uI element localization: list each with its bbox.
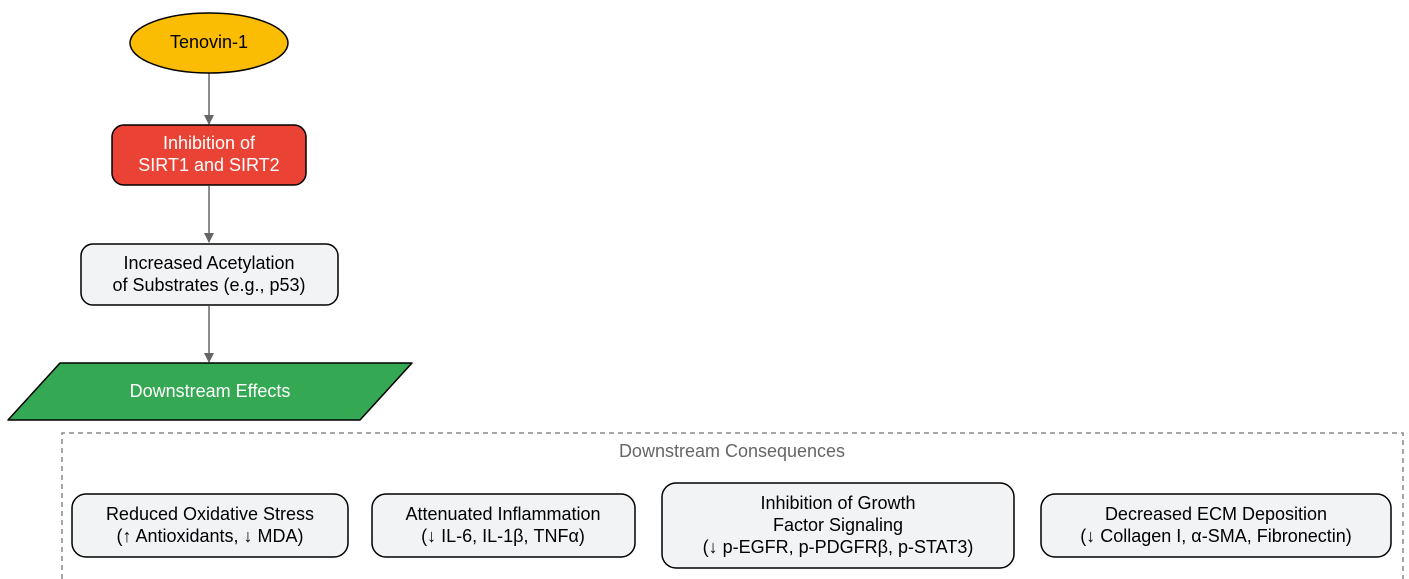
node-label: Increased Acetylation xyxy=(123,253,294,273)
node-label: of Substrates (e.g., p53) xyxy=(112,275,305,295)
node-box xyxy=(80,243,339,306)
node-label: (↓ IL-6, IL-1β, TNFα) xyxy=(421,526,585,546)
node-label: (↑ Antioxidants, ↓ MDA) xyxy=(116,526,303,546)
cluster-border xyxy=(61,432,1404,579)
node-label: (↓ Collagen I, α-SMA, Fibronectin) xyxy=(1080,526,1352,546)
node-box xyxy=(111,124,307,186)
node-parallelogram xyxy=(7,362,413,421)
node-box xyxy=(71,493,349,558)
node-label: Decreased ECM Deposition xyxy=(1105,504,1327,524)
node-label: SIRT1 and SIRT2 xyxy=(138,155,279,175)
node-label: Downstream Effects xyxy=(130,381,291,401)
node-label: (↓ p-EGFR, p-PDGFRβ, p-STAT3) xyxy=(703,537,974,557)
node-label: Inhibition of xyxy=(163,133,256,153)
cluster-title: Downstream Consequences xyxy=(619,441,845,461)
node-label: Attenuated Inflammation xyxy=(405,504,600,524)
node-box xyxy=(1040,493,1392,558)
node-label: Inhibition of Growth xyxy=(760,493,915,513)
node-label: Reduced Oxidative Stress xyxy=(106,504,314,524)
node-ellipse xyxy=(129,12,289,74)
node-box xyxy=(661,482,1015,569)
node-box xyxy=(371,493,636,558)
node-label: Factor Signaling xyxy=(773,515,903,535)
node-label: Tenovin-1 xyxy=(170,32,248,52)
